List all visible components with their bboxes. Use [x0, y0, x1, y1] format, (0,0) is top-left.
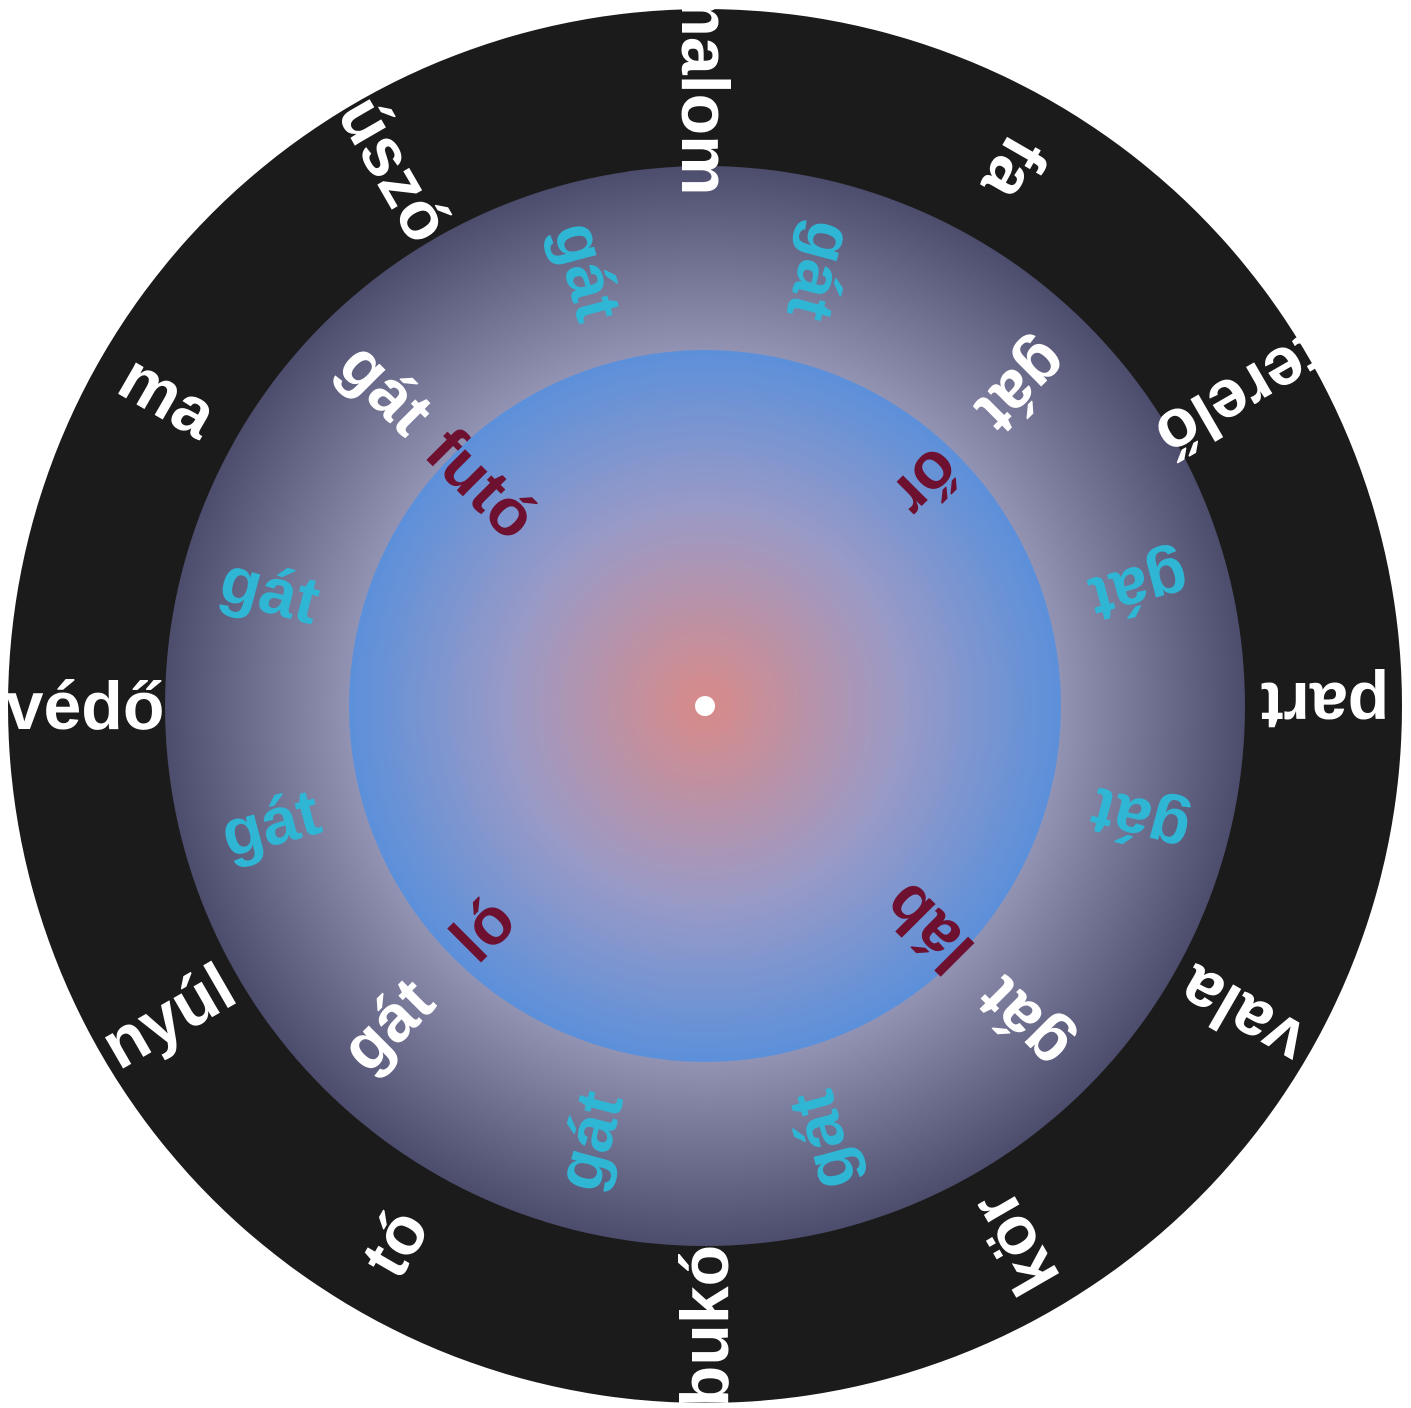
outer-word-9: védő	[6, 668, 165, 744]
outer-word-3: part	[1261, 668, 1389, 744]
outer-word-0: malom	[667, 0, 743, 196]
center-dot	[695, 696, 715, 716]
outer-word-6: bukó	[667, 1245, 743, 1407]
